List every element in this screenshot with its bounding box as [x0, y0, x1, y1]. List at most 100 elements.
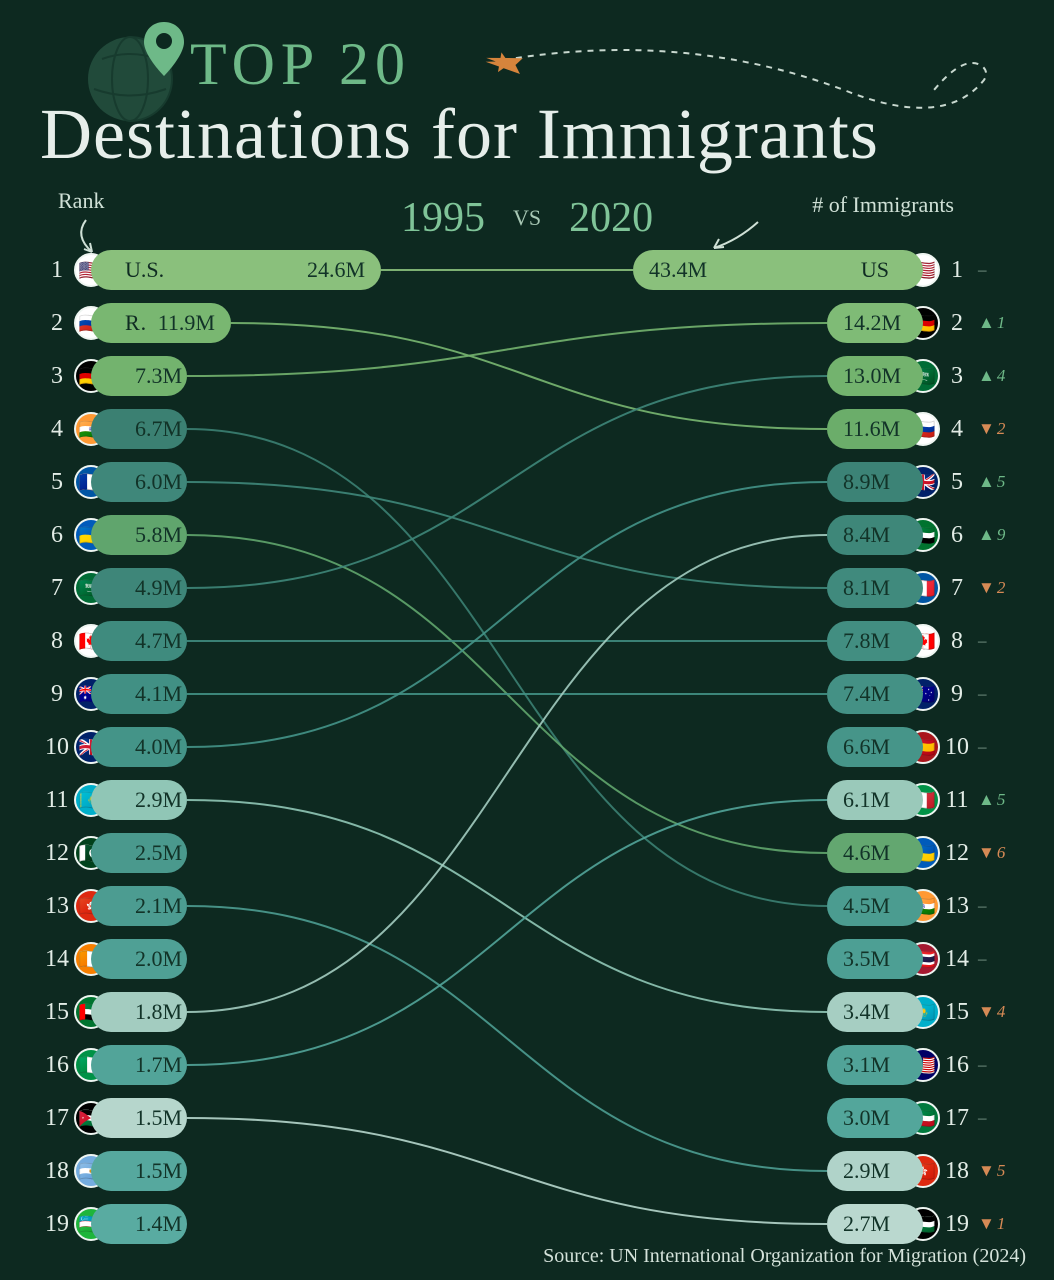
country-name: UK	[890, 469, 900, 495]
rank-number: 17	[40, 1105, 74, 1132]
right-row: ▲43🇸🇦13.0MSaudi Arabia	[582, 356, 1014, 396]
value-label: 3.4M	[843, 999, 890, 1025]
rank-number: 13	[940, 893, 974, 920]
rank-delta: –	[978, 631, 1014, 651]
rank-delta: ▼4	[978, 1002, 1014, 1022]
rank-delta: ▼5	[978, 1161, 1014, 1181]
left-row: 6🇺🇦Ukraine5.8M	[40, 515, 472, 555]
rank-delta: –	[978, 260, 1014, 280]
value-label: 2.9M	[125, 787, 182, 813]
rank-number: 11	[940, 787, 974, 814]
left-row: 14🇨🇮Côte d'Ivoire2.0M	[40, 939, 472, 979]
rank-delta: ▼6	[978, 843, 1014, 863]
rank-number: 5	[40, 469, 74, 496]
value-label: 2.7M	[843, 1211, 890, 1237]
rank-number: 9	[940, 681, 974, 708]
value-label: 11.9M	[148, 310, 215, 336]
value-bar: Russia11.9M	[91, 303, 231, 343]
value-bar: 3.0MKuwait	[827, 1098, 923, 1138]
rank-number: 18	[40, 1158, 74, 1185]
country-name: Saudi Arabia	[901, 363, 911, 389]
country-name: US	[851, 257, 889, 283]
left-row: 12🇵🇰Pakistan2.5M	[40, 833, 472, 873]
left-row: 3🇩🇪Germany7.3M	[40, 356, 472, 396]
value-bar: Germany7.3M	[91, 356, 187, 396]
rank-delta: ▼2	[978, 419, 1014, 439]
rank-delta: –	[978, 737, 1014, 757]
right-row: ▼24🇷🇺11.6MRussia	[582, 409, 1014, 449]
rank-number: 6	[940, 522, 974, 549]
left-row: 9🇦🇺Australia4.1M	[40, 674, 472, 714]
year-right: 2020	[569, 194, 653, 242]
left-row: 7🇸🇦Saudi Arabia4.9M	[40, 568, 472, 608]
pin-icon	[142, 22, 186, 78]
country-name: Hong Kong SAR	[890, 1158, 900, 1184]
value-label: 1.5M	[125, 1158, 182, 1184]
rank-delta: ▲1	[978, 313, 1014, 333]
rank-delta: ▲9	[978, 525, 1014, 545]
country-name: Australia	[890, 681, 900, 707]
country-name: Kuwait	[890, 1105, 900, 1131]
right-row: ▼612🇺🇦4.6MUkraine	[582, 833, 1014, 873]
source-citation: Source: UN International Organization fo…	[543, 1245, 1026, 1268]
value-label: 1.5M	[125, 1105, 182, 1131]
value-label: 1.7M	[125, 1052, 182, 1078]
value-bar: 7.8MCanada	[827, 621, 923, 661]
value-label: 13.0M	[843, 363, 901, 389]
right-row: –13🇮🇳4.5MIndia	[582, 886, 1014, 926]
value-bar: Pakistan2.5M	[91, 833, 187, 873]
value-label: 4.7M	[125, 628, 182, 654]
rank-number: 10	[40, 734, 74, 761]
rank-number: 8	[40, 628, 74, 655]
rank-number: 3	[940, 363, 974, 390]
header: TOP 20 Destinations for Immigrants	[40, 30, 1014, 176]
right-row: –8🇨🇦7.8MCanada	[582, 621, 1014, 661]
value-bar: 3.4MKazakhstan	[827, 992, 923, 1032]
left-row: 18🇦🇷Argentina1.5M	[40, 1151, 472, 1191]
value-bar: UAE1.8M	[91, 992, 187, 1032]
left-row: 4🇮🇳India6.7M	[40, 409, 472, 449]
year-left: 1995	[401, 194, 485, 242]
value-bar: 6.6MSpain	[827, 727, 923, 767]
value-label: 8.9M	[843, 469, 890, 495]
rank-number: 12	[940, 840, 974, 867]
rank-number: 13	[40, 893, 74, 920]
country-name: Malaysia	[890, 1052, 900, 1078]
left-row: 15🇦🇪UAE1.8M	[40, 992, 472, 1032]
value-bar: 6.1MItaly	[827, 780, 923, 820]
rank-number: 10	[940, 734, 974, 761]
value-label: 7.8M	[843, 628, 890, 654]
rank-delta: –	[978, 949, 1014, 969]
rank-number: 7	[40, 575, 74, 602]
value-label: 1.4M	[125, 1211, 182, 1237]
value-bar: 2.7MJordan	[827, 1204, 923, 1244]
value-bar: Canada4.7M	[91, 621, 187, 661]
value-label: 3.0M	[843, 1105, 890, 1131]
rank-number: 14	[940, 946, 974, 973]
value-bar: 2.9MHong Kong SAR	[827, 1151, 923, 1191]
rank-delta: –	[978, 896, 1014, 916]
rank-number: 6	[40, 522, 74, 549]
left-row: 13🇭🇰Hong Kong SAR2.1M	[40, 886, 472, 926]
rank-delta: ▲4	[978, 366, 1014, 386]
rank-number: 1	[940, 257, 974, 284]
value-label: 4.6M	[843, 840, 890, 866]
left-row: 2🇷🇺Russia11.9M	[40, 303, 472, 343]
country-name: Jordan	[890, 1211, 900, 1237]
rank-number: 7	[940, 575, 974, 602]
value-label: 3.5M	[843, 946, 890, 972]
rank-number: 9	[40, 681, 74, 708]
slope-chart: 1🇺🇸U.S.24.6M2🇷🇺Russia11.9M3🇩🇪Germany7.3M…	[40, 250, 1014, 1244]
right-row: –9🇦🇺7.4MAustralia	[582, 674, 1014, 714]
value-label: 6.1M	[843, 787, 890, 813]
rank-number: 12	[40, 840, 74, 867]
value-label: 7.4M	[843, 681, 890, 707]
value-label: 6.7M	[125, 416, 182, 442]
value-bar: 14.2MGermany	[827, 303, 923, 343]
year-header: Rank 1995 VS 2020 # of Immigrants	[40, 194, 1014, 242]
rank-number: 8	[940, 628, 974, 655]
right-row: ▼415🇰🇿3.4MKazakhstan	[582, 992, 1014, 1032]
left-row: 11🇰🇿Kazakhstan2.9M	[40, 780, 472, 820]
value-bar: 13.0MSaudi Arabia	[827, 356, 923, 396]
value-bar: 8.9MUK	[827, 462, 923, 502]
